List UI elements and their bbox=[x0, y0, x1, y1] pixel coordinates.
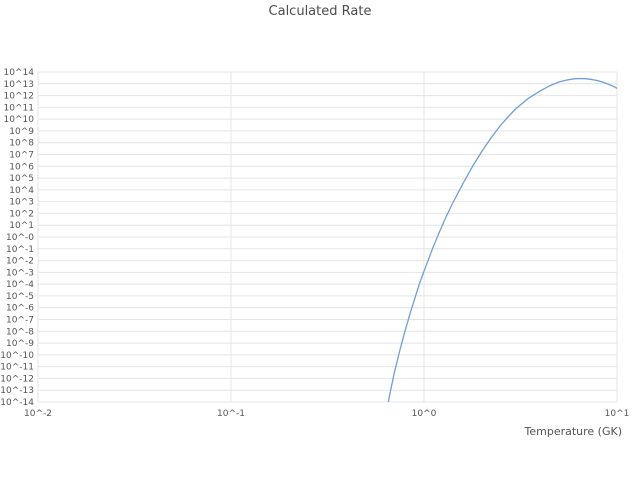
y-tick-label: 10^-14 bbox=[0, 398, 34, 408]
x-tick-label: 10^-1 bbox=[217, 409, 245, 419]
y-tick-label: 10^-12 bbox=[0, 374, 34, 384]
y-tick-label: 10^3 bbox=[9, 198, 34, 208]
x-tick-label: 10^1 bbox=[605, 409, 630, 419]
y-tick-label: 10^-13 bbox=[0, 386, 34, 396]
x-tick-label: 10^0 bbox=[412, 409, 437, 419]
y-tick-label: 10^13 bbox=[4, 80, 34, 90]
y-tick-label: 10^5 bbox=[9, 174, 34, 184]
y-tick-label: 10^12 bbox=[4, 92, 34, 102]
y-tick-label: 10^-8 bbox=[6, 327, 34, 337]
y-tick-label: 10^8 bbox=[9, 139, 34, 149]
y-tick-label: 10^1 bbox=[9, 221, 34, 231]
y-tick-label: 10^-3 bbox=[6, 268, 34, 278]
y-tick-label: 10^-7 bbox=[6, 316, 34, 326]
y-tick-label: 10^-1 bbox=[6, 245, 34, 255]
y-tick-label: 10^4 bbox=[9, 186, 34, 196]
y-tick-label: 10^2 bbox=[9, 209, 34, 219]
y-tick-label: 10^7 bbox=[9, 151, 34, 161]
y-tick-label: 10^-2 bbox=[6, 257, 34, 267]
y-tick-label: 10^10 bbox=[4, 115, 35, 125]
rate-curve-line bbox=[387, 77, 617, 402]
x-tick-label: 10^-2 bbox=[24, 409, 52, 419]
y-tick-label: 10^-6 bbox=[6, 304, 34, 314]
y-tick-label: 10^-5 bbox=[6, 292, 34, 302]
y-tick-label: 10^-4 bbox=[6, 280, 34, 290]
y-tick-label: 10^-11 bbox=[0, 363, 34, 373]
y-tick-label: 10^11 bbox=[4, 103, 34, 113]
y-tick-label: 10^14 bbox=[4, 68, 35, 78]
y-tick-label: 10^-0 bbox=[6, 233, 34, 243]
y-tick-label: 10^9 bbox=[9, 127, 34, 137]
y-tick-label: 10^-10 bbox=[0, 351, 34, 361]
y-tick-label: 10^6 bbox=[9, 162, 34, 172]
y-tick-label: 10^-9 bbox=[6, 339, 34, 349]
